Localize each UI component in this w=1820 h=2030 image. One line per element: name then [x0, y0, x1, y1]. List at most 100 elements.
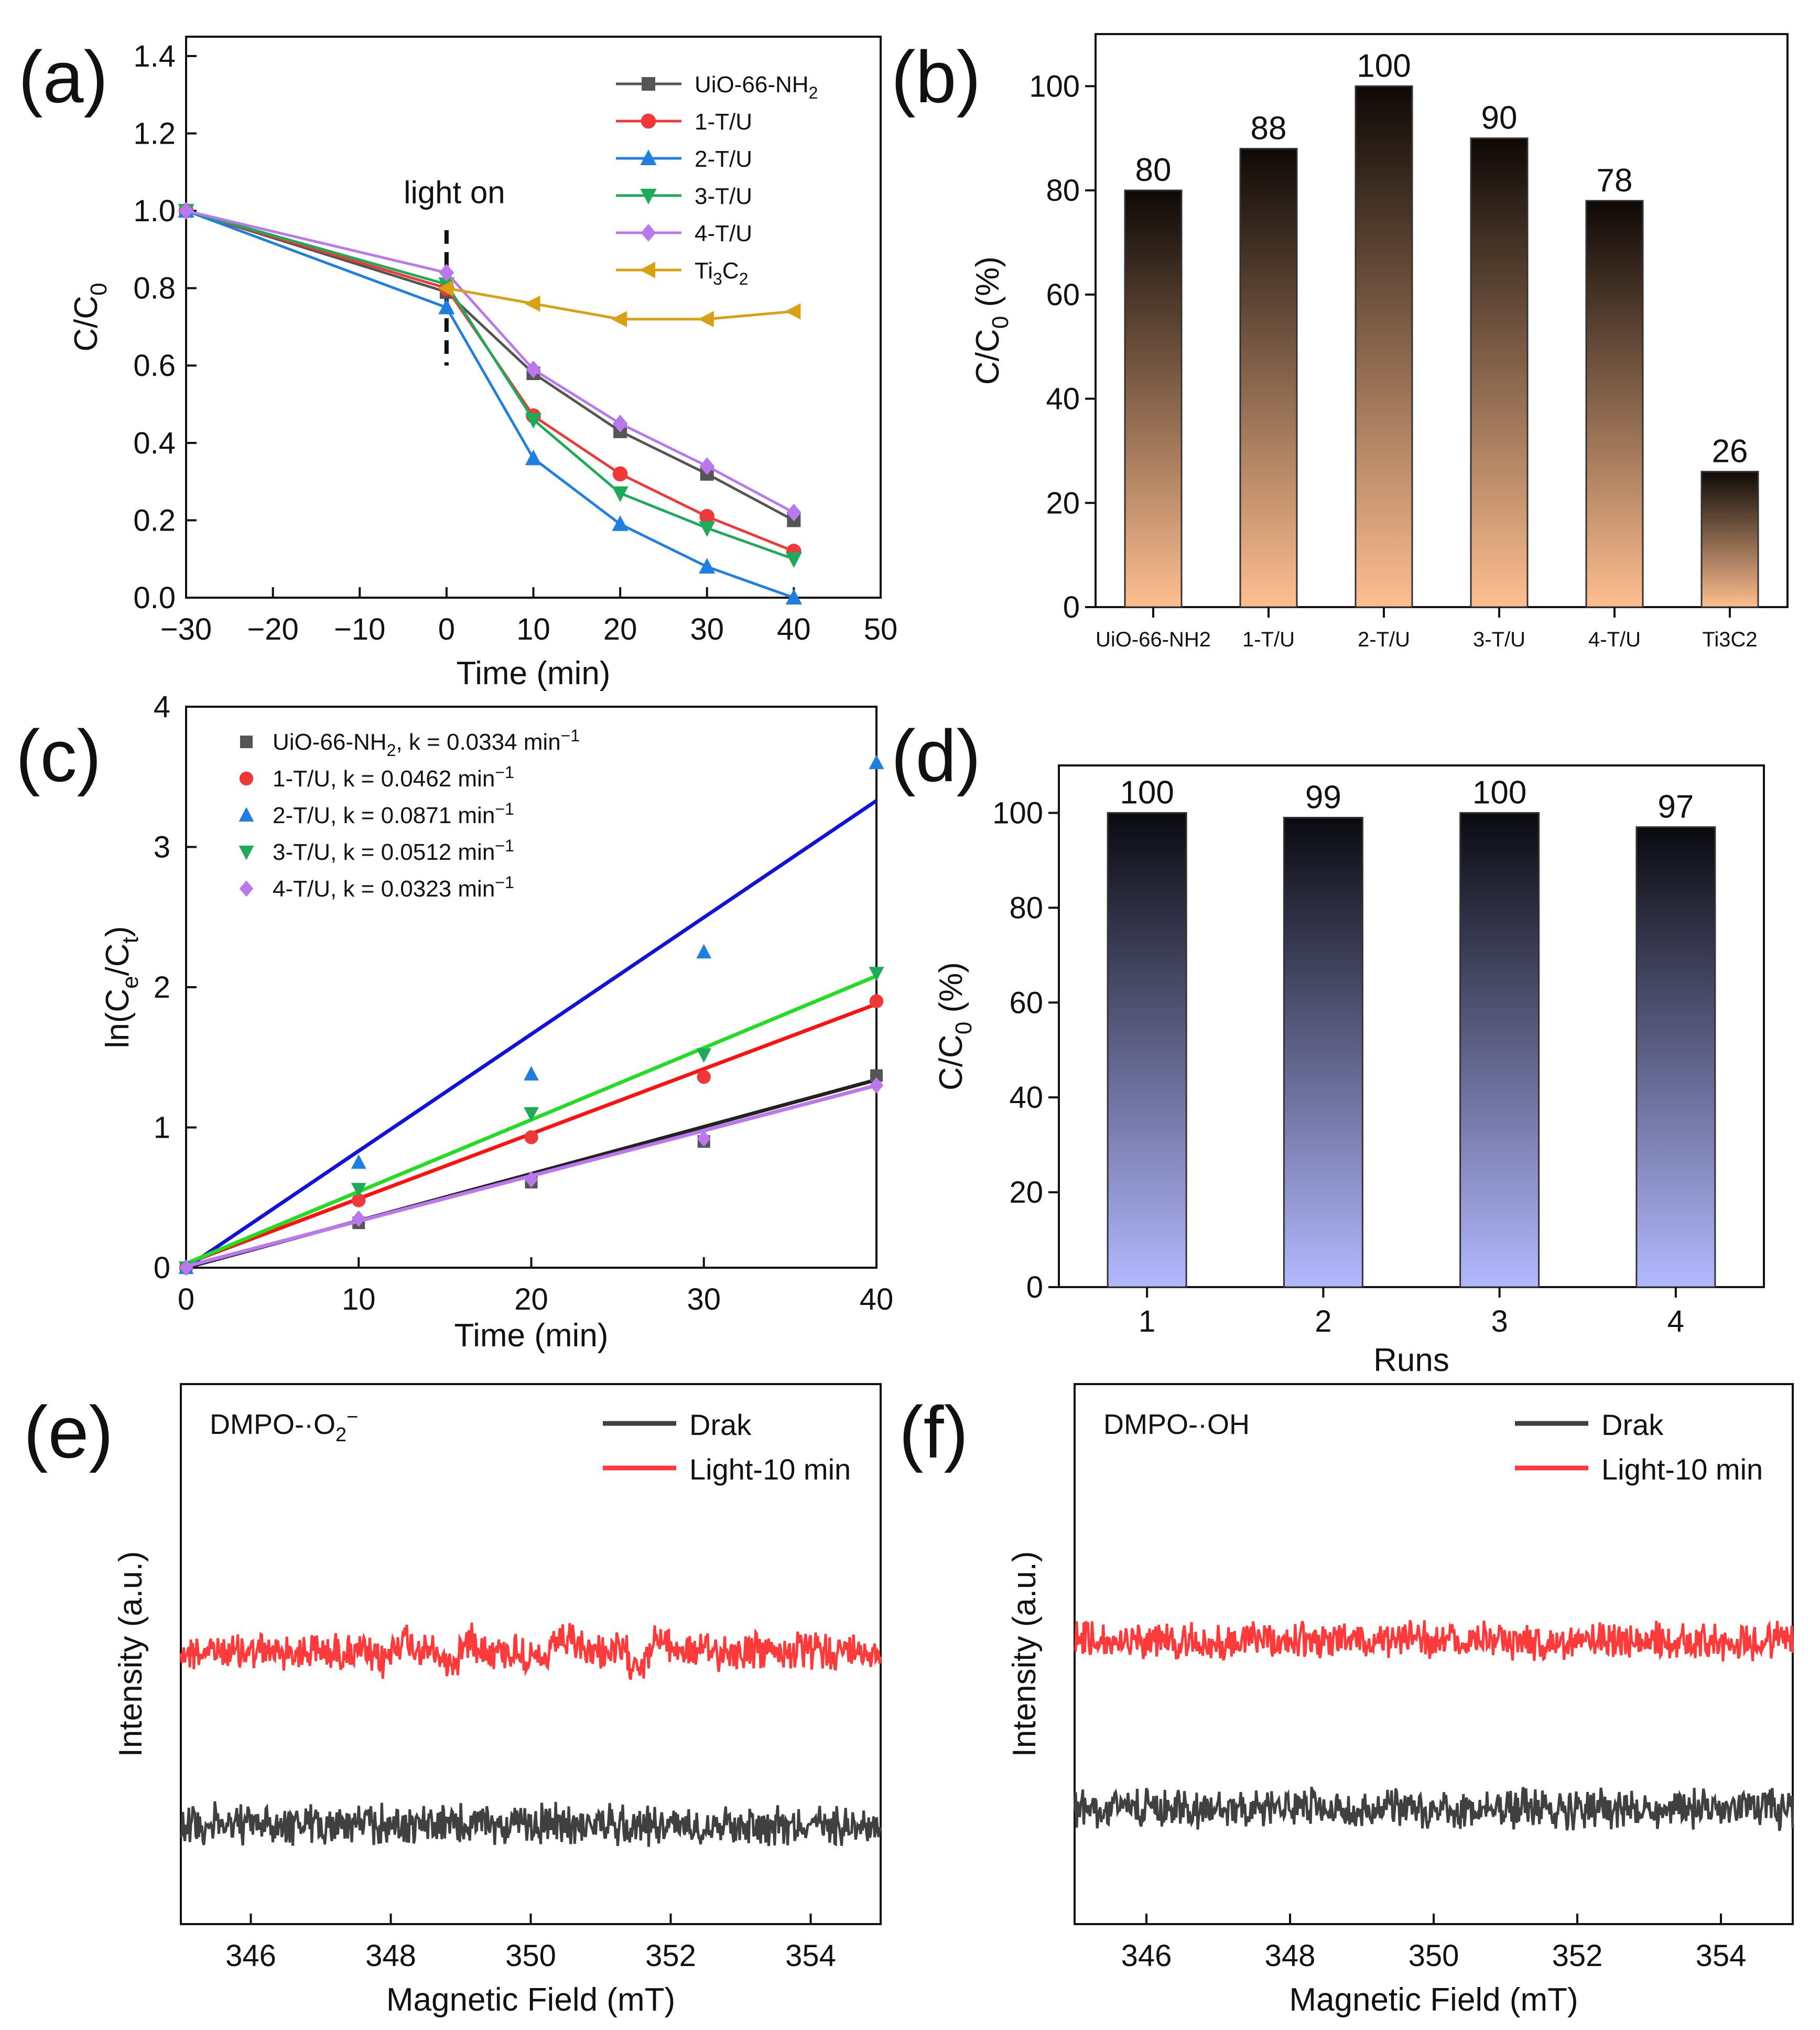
data-point: [351, 1154, 366, 1169]
bar-data-label: 100: [1357, 48, 1411, 84]
legend-marker: [641, 224, 656, 242]
spin-adduct-sup: −: [346, 1406, 358, 1428]
x-axis-title: Magnetic Field (mT): [386, 1982, 675, 2018]
y-tick-label: 0.0: [133, 581, 176, 615]
data-point: [437, 280, 453, 297]
x-tick-label: Ti3C2: [1702, 628, 1757, 651]
legend-marker: [640, 262, 655, 278]
legend-sub: 3: [713, 269, 722, 288]
y-axis-title: Intensity (a.u.): [1006, 1551, 1043, 1757]
bar-data-label: 78: [1597, 163, 1633, 199]
legend-entry: 4-T/U: [695, 221, 752, 246]
legend-k-text: , k = 0.0323 min: [330, 876, 495, 902]
series-line: [186, 209, 795, 514]
legend-marker: [239, 846, 254, 860]
legend-sup: −1: [495, 836, 514, 855]
y-axis-title-main: C/C: [970, 329, 1006, 385]
light-on-annotation: light on: [404, 175, 505, 210]
legend-mid: C: [722, 258, 739, 284]
x-tick-label: 1: [1139, 1304, 1155, 1338]
y-axis-title-sub: 0: [86, 283, 112, 295]
bar-data-label: 80: [1135, 152, 1172, 188]
data-point: [611, 311, 627, 328]
legend-k-text: , k = 0.0512 min: [330, 839, 495, 865]
x-tick-label: 2-T/U: [1358, 628, 1410, 651]
y-tick-label: 80: [1009, 891, 1043, 925]
data-point: [869, 754, 884, 769]
x-tick-label: 1-T/U: [1242, 628, 1295, 651]
data-point: [525, 449, 542, 466]
spin-adduct-label: DMPO-·OH: [1103, 1409, 1250, 1440]
x-tick-label: 4-T/U: [1588, 628, 1641, 651]
data-point: [439, 264, 454, 282]
bar: [1283, 817, 1363, 1288]
data-point: [524, 1066, 539, 1081]
bar-data-label: 99: [1305, 780, 1341, 816]
legend-entry: 1-T/U: [695, 109, 752, 135]
legend-marker: [640, 189, 657, 204]
series-line: [186, 209, 795, 553]
data-point: [351, 1183, 366, 1197]
y-tick-label: 2: [154, 970, 170, 1005]
data-point: [698, 311, 714, 328]
y-tick-label: 4: [154, 690, 170, 724]
legend-sup: −1: [495, 873, 514, 892]
x-tick-label: −10: [334, 612, 385, 646]
data-point: [438, 298, 455, 315]
series-line: [186, 209, 795, 599]
y-tick-label: 20: [1046, 486, 1080, 520]
bar: [1239, 148, 1298, 608]
legend-entry: 4-T/U, k = 0.0323 min−1: [273, 873, 514, 902]
legend-marker: [239, 807, 254, 822]
bar: [1470, 137, 1529, 608]
bar: [1107, 812, 1187, 1288]
x-tick-label: 30: [687, 1282, 721, 1316]
y-axis-title-sub: 0: [951, 1022, 977, 1034]
legend-name: 2-T/U: [273, 803, 330, 828]
data-point: [525, 413, 542, 429]
y-axis-title-suffix: (%): [970, 256, 1006, 316]
y-tick-label: 0: [1063, 590, 1080, 624]
data-point: [869, 967, 884, 981]
y-axis-title-sub: e: [117, 976, 143, 988]
bar-data-label: 97: [1658, 789, 1694, 825]
data-point: [179, 1259, 193, 1276]
x-tick-label: 40: [860, 1282, 894, 1316]
x-tick-label: 40: [777, 612, 811, 646]
legend-name: 1-T/U: [695, 109, 752, 135]
light-spectrum-trace: [179, 1622, 882, 1680]
data-point: [696, 944, 712, 959]
x-tick-label: 354: [785, 1939, 836, 1973]
panel-b-bar-chart: 0 20 40 60 80 100 80 UiO-66-NH2 88 1-T/U 100 2-T/U 9…: [970, 33, 1789, 651]
data-point: [524, 295, 540, 312]
legend-name: 4-T/U: [273, 876, 330, 902]
legend-entry: 2-T/U, k = 0.0871 min−1: [273, 800, 514, 828]
legend-entry: Ti3C2: [695, 258, 748, 288]
plot-frame: [1095, 33, 1789, 608]
y-tick-label: 60: [1009, 986, 1043, 1020]
y-axis-title-end: ): [100, 926, 136, 937]
data-point: [612, 415, 628, 433]
y-tick-label: 1.0: [133, 194, 176, 228]
y-axis-title-sub: t: [117, 937, 143, 943]
x-tick-label: 10: [342, 1282, 376, 1316]
x-tick-label: 354: [1696, 1939, 1747, 1973]
legend-entry: 3-T/U, k = 0.0512 min−1: [273, 836, 514, 865]
data-point: [869, 1077, 884, 1094]
data-point: [612, 515, 629, 531]
data-point: [870, 1069, 883, 1082]
data-point: [699, 509, 715, 524]
x-tick-label: 346: [1121, 1939, 1172, 1973]
y-tick-label: 100: [992, 796, 1043, 830]
spin-adduct-prefix: DMPO-·OH: [1103, 1409, 1250, 1440]
x-tick-label: 352: [645, 1939, 696, 1973]
series-line: [186, 209, 795, 522]
data-point: [697, 1070, 711, 1084]
y-tick-label: 40: [1046, 382, 1080, 416]
y-tick-label: 80: [1046, 174, 1080, 208]
x-tick-label: 4: [1667, 1304, 1684, 1338]
data-point: [785, 552, 802, 568]
data-point: [786, 503, 801, 522]
legend-k-text: , k = 0.0334 min: [396, 729, 560, 755]
